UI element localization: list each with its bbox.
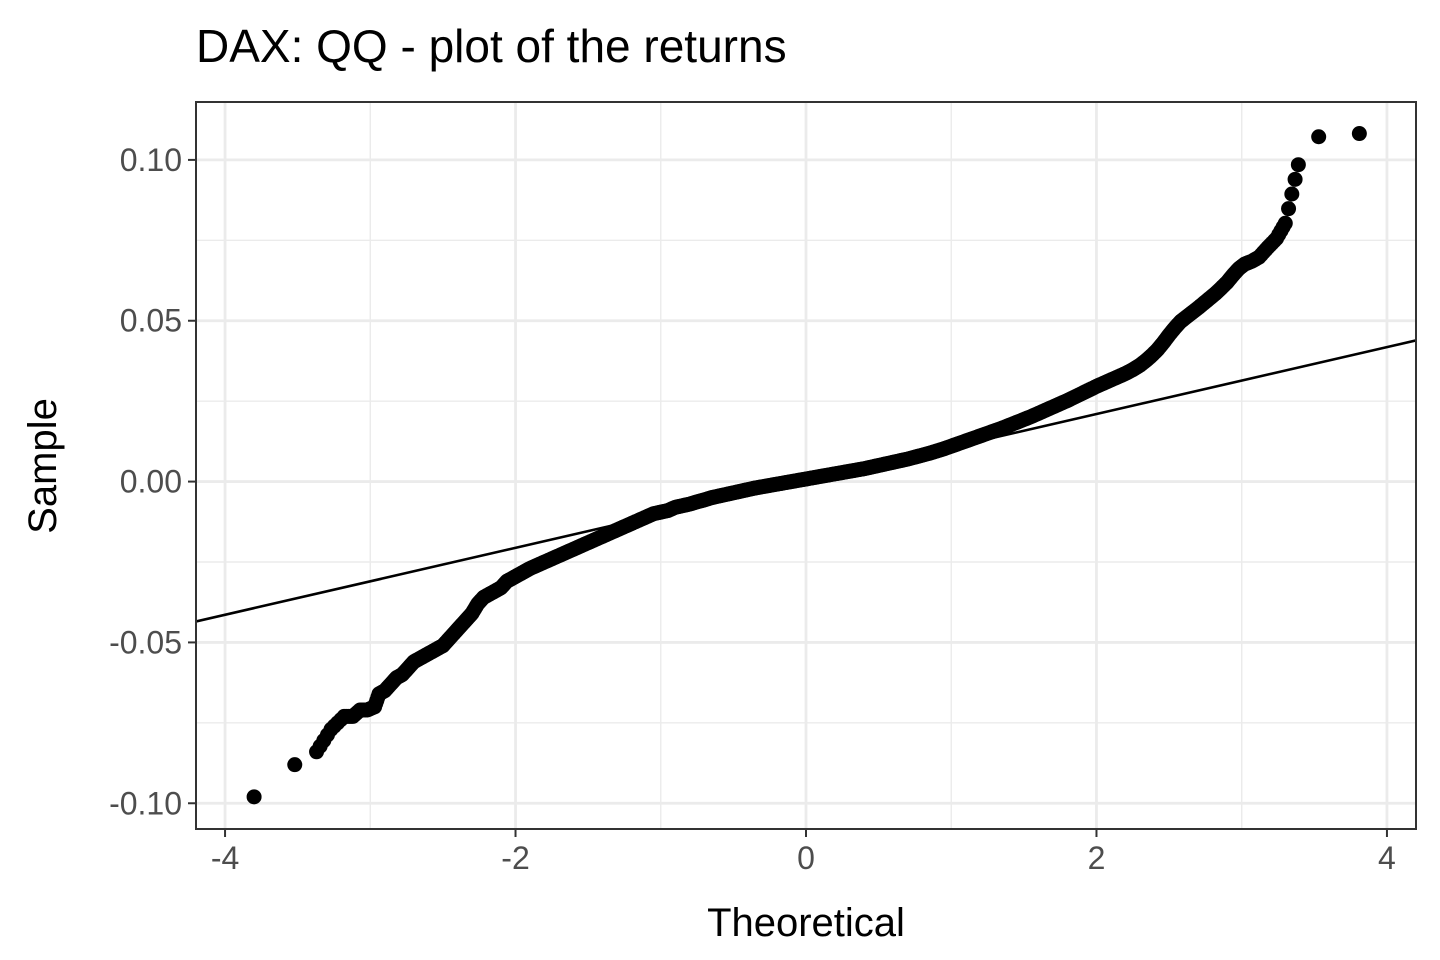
chart-title: DAX: QQ - plot of the returns — [196, 20, 787, 72]
x-axis-title: Theoretical — [707, 901, 905, 945]
y-tick-label: -0.05 — [109, 624, 182, 660]
y-tick-label: 0.00 — [120, 464, 182, 500]
qq-point — [1287, 171, 1303, 187]
qq-point — [1281, 201, 1297, 217]
qq-point — [287, 757, 303, 773]
sample-points — [246, 126, 1367, 805]
y-tick-label: 0.05 — [120, 303, 182, 339]
y-axis-title: Sample — [21, 398, 65, 534]
x-tick-label: 2 — [1088, 840, 1106, 876]
y-tick-label: 0.10 — [120, 142, 182, 178]
x-tick-label: -4 — [211, 840, 239, 876]
x-tick-label: -2 — [501, 840, 529, 876]
qq-point — [1351, 126, 1367, 142]
x-tick-label: 4 — [1378, 840, 1396, 876]
qq-point — [1275, 219, 1291, 235]
y-axis-ticks: -0.10 -0.05 0.00 0.05 0.10 — [109, 142, 196, 821]
y-tick-label: -0.10 — [109, 785, 182, 821]
major-gridlines — [196, 102, 1416, 829]
qq-point — [246, 789, 262, 805]
qq-point — [1311, 129, 1327, 145]
qq-point — [1284, 186, 1300, 202]
qq-point — [1290, 157, 1306, 173]
x-axis-ticks: -4 -2 0 2 4 — [211, 829, 1396, 876]
x-tick-label: 0 — [797, 840, 815, 876]
